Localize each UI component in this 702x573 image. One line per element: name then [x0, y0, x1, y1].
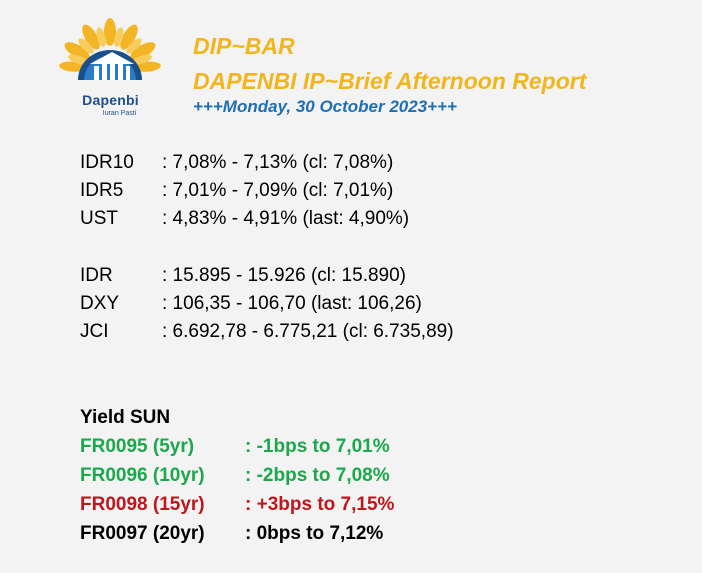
report-title: DIP~BAR [193, 33, 295, 59]
market-rate-value: : 15.895 - 15.926 (cl: 15.890) [162, 265, 406, 286]
market-rate-label: IDR [80, 265, 113, 286]
dapenbi-logo: Dapenbi Iuran Pasti [48, 18, 173, 128]
report-date: +++Monday, 30 October 2023+++ [193, 97, 457, 116]
market-rate-value: : 6.692,78 - 6.775,21 (cl: 6.735,89) [162, 321, 454, 342]
sunburst-logo-icon [59, 18, 161, 80]
yield-sun-label: FR0095 (5yr) [80, 436, 195, 457]
logo-name: Dapenbi [82, 92, 139, 108]
yield-sun-value: : +3bps to 7,15% [245, 494, 395, 515]
bond-rate-label: IDR10 [80, 152, 134, 173]
logo-tagline: Iuran Pasti [102, 110, 137, 117]
market-rate-label: JCI [80, 321, 109, 342]
market-rate-label: DXY [80, 293, 120, 314]
yield-sun-label: FR0098 (15yr) [80, 494, 205, 515]
yield-sun-value: : 0bps to 7,12% [245, 523, 384, 544]
bond-rate-value: : 7,01% - 7,09% (cl: 7,01%) [162, 180, 394, 201]
bond-rate-label: IDR5 [80, 180, 124, 201]
bond-rate-value: : 7,08% - 7,13% (cl: 7,08%) [162, 152, 394, 173]
yield-sun-heading: Yield SUN [80, 407, 171, 428]
yield-sun-value: : -2bps to 7,08% [245, 465, 390, 486]
yield-sun-label: FR0097 (20yr) [80, 523, 205, 544]
yield-sun-value: : -1bps to 7,01% [245, 436, 390, 457]
bond-rate-label: UST [80, 208, 118, 229]
market-rate-value: : 106,35 - 106,70 (last: 106,26) [162, 293, 422, 314]
report-subtitle: DAPENBI IP~Brief Afternoon Report [193, 68, 587, 94]
bond-rate-value: : 4,83% - 4,91% (last: 4,90%) [162, 208, 410, 229]
yield-sun-label: FR0096 (10yr) [80, 465, 205, 486]
